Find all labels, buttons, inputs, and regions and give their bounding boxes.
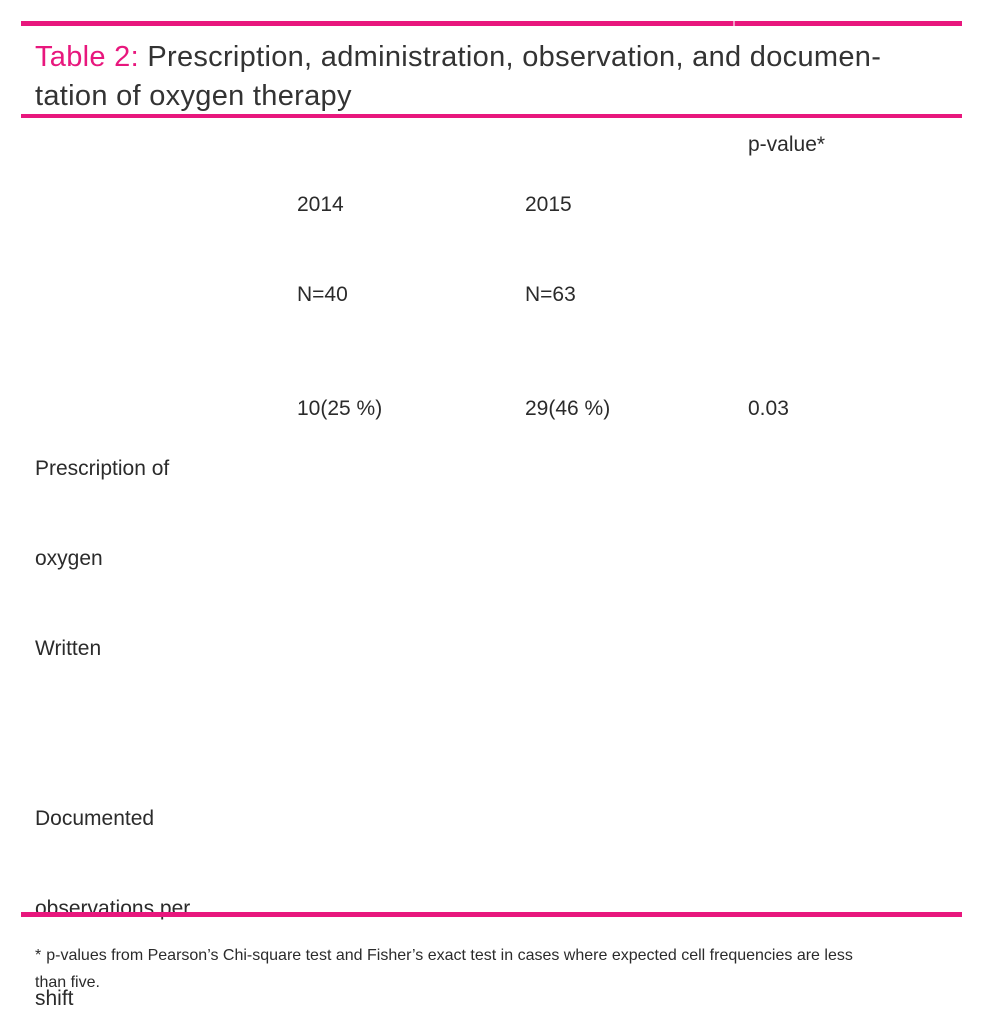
table-header-row: 2014 N=40 2015 N=63 p-value* xyxy=(0,130,982,370)
table-number: Table 2: xyxy=(35,41,139,73)
table-title-line1: Prescription, administration, observatio… xyxy=(147,41,882,73)
table-title: Table 2: Prescription, administration, o… xyxy=(35,38,965,116)
header-col-pvalue: p-value* xyxy=(748,133,826,156)
header-2014-year: 2014 xyxy=(297,193,344,216)
footnote-text: p-values from Pearson’s Chi-square test … xyxy=(35,947,853,991)
header-col-2015: 2015 N=63 xyxy=(525,130,748,370)
top-divider xyxy=(21,21,962,26)
table-title-line2: tation of oxygen therapy xyxy=(35,80,352,112)
value-2015: 29(46 %) xyxy=(525,397,611,420)
header-2015-year: 2015 xyxy=(525,193,572,216)
section-label-line: shift xyxy=(35,987,74,1010)
row-label-line: Written xyxy=(35,637,102,660)
section-label-line: Documented xyxy=(35,807,155,830)
value-2014: 10(25 %) xyxy=(297,397,383,420)
header-2015-n: N=63 xyxy=(525,283,576,306)
p-value: 0.03 xyxy=(748,397,789,420)
header-divider xyxy=(21,114,962,118)
section-label-line: observations per xyxy=(35,897,191,920)
header-2014-n: N=40 xyxy=(297,283,348,306)
data-table: 2014 N=40 2015 N=63 p-value* Prescriptio… xyxy=(0,130,982,1024)
footnote-asterisk: * xyxy=(35,947,42,964)
bottom-divider xyxy=(21,912,962,917)
row-label: Prescription of oxygen Written xyxy=(35,394,297,724)
table-row-prescription: Prescription of oxygen Written 10(25 %) … xyxy=(0,394,982,724)
header-col-2014: 2014 N=40 xyxy=(297,130,525,370)
table-footnote: * p-values from Pearson’s Chi-square test… xyxy=(35,942,885,996)
row-label-line: oxygen xyxy=(35,547,103,570)
row-label-line: Prescription of xyxy=(35,457,170,480)
